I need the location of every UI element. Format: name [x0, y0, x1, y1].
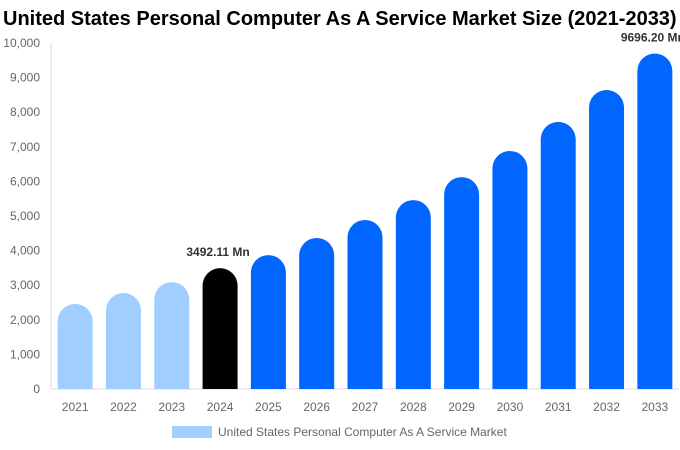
bar-2030: [492, 150, 528, 389]
x-tick-label: 2027: [352, 400, 379, 414]
x-tick-label: 2028: [400, 400, 427, 414]
y-tick-label: 8,000: [10, 105, 40, 119]
y-tick-label: 3,000: [10, 278, 40, 292]
bar-2022: [105, 292, 141, 389]
x-tick-label: 2030: [497, 400, 524, 414]
legend-label: United States Personal Computer As A Ser…: [218, 425, 507, 439]
bar-2032: [589, 90, 625, 389]
y-tick-label: 6,000: [10, 174, 40, 188]
bar-2033: [637, 53, 673, 390]
bar-2026: [299, 237, 335, 389]
y-tick-label: 4,000: [10, 244, 40, 258]
bar-2025: [250, 255, 286, 389]
x-tick-label: 2024: [207, 400, 234, 414]
y-tick-label: 9,000: [10, 71, 40, 85]
x-tick-label: 2032: [593, 400, 620, 414]
y-tick-label: 0: [33, 382, 40, 396]
bar-2024: [202, 268, 238, 389]
y-tick-label: 10,000: [3, 36, 40, 50]
y-tick-label: 5,000: [10, 209, 40, 223]
bar-2027: [347, 219, 383, 389]
y-tick-label: 2,000: [10, 313, 40, 327]
bar-2028: [395, 200, 431, 389]
chart-title: United States Personal Computer As A Ser…: [3, 8, 677, 30]
x-tick-label: 2021: [62, 400, 89, 414]
bar-2023: [154, 282, 190, 389]
bar-2031: [540, 121, 576, 389]
y-tick-label: 1,000: [10, 347, 40, 361]
x-tick-label: 2029: [448, 400, 475, 414]
bar-2021: [57, 303, 93, 389]
x-tick-label: 2022: [110, 400, 137, 414]
x-tick-label: 2031: [545, 400, 572, 414]
legend: United States Personal Computer As A Ser…: [172, 425, 507, 439]
bar-2029: [444, 177, 480, 389]
data-label: 3492.11 Mn: [186, 245, 249, 259]
x-tick-label: 2025: [255, 400, 282, 414]
data-label: 9696.20 Mn: [621, 31, 680, 45]
y-tick-label: 7,000: [10, 140, 40, 154]
x-tick-label: 2033: [641, 400, 668, 414]
x-tick-label: 2023: [158, 400, 185, 414]
x-tick-label: 2026: [303, 400, 330, 414]
legend-swatch: [172, 426, 212, 438]
